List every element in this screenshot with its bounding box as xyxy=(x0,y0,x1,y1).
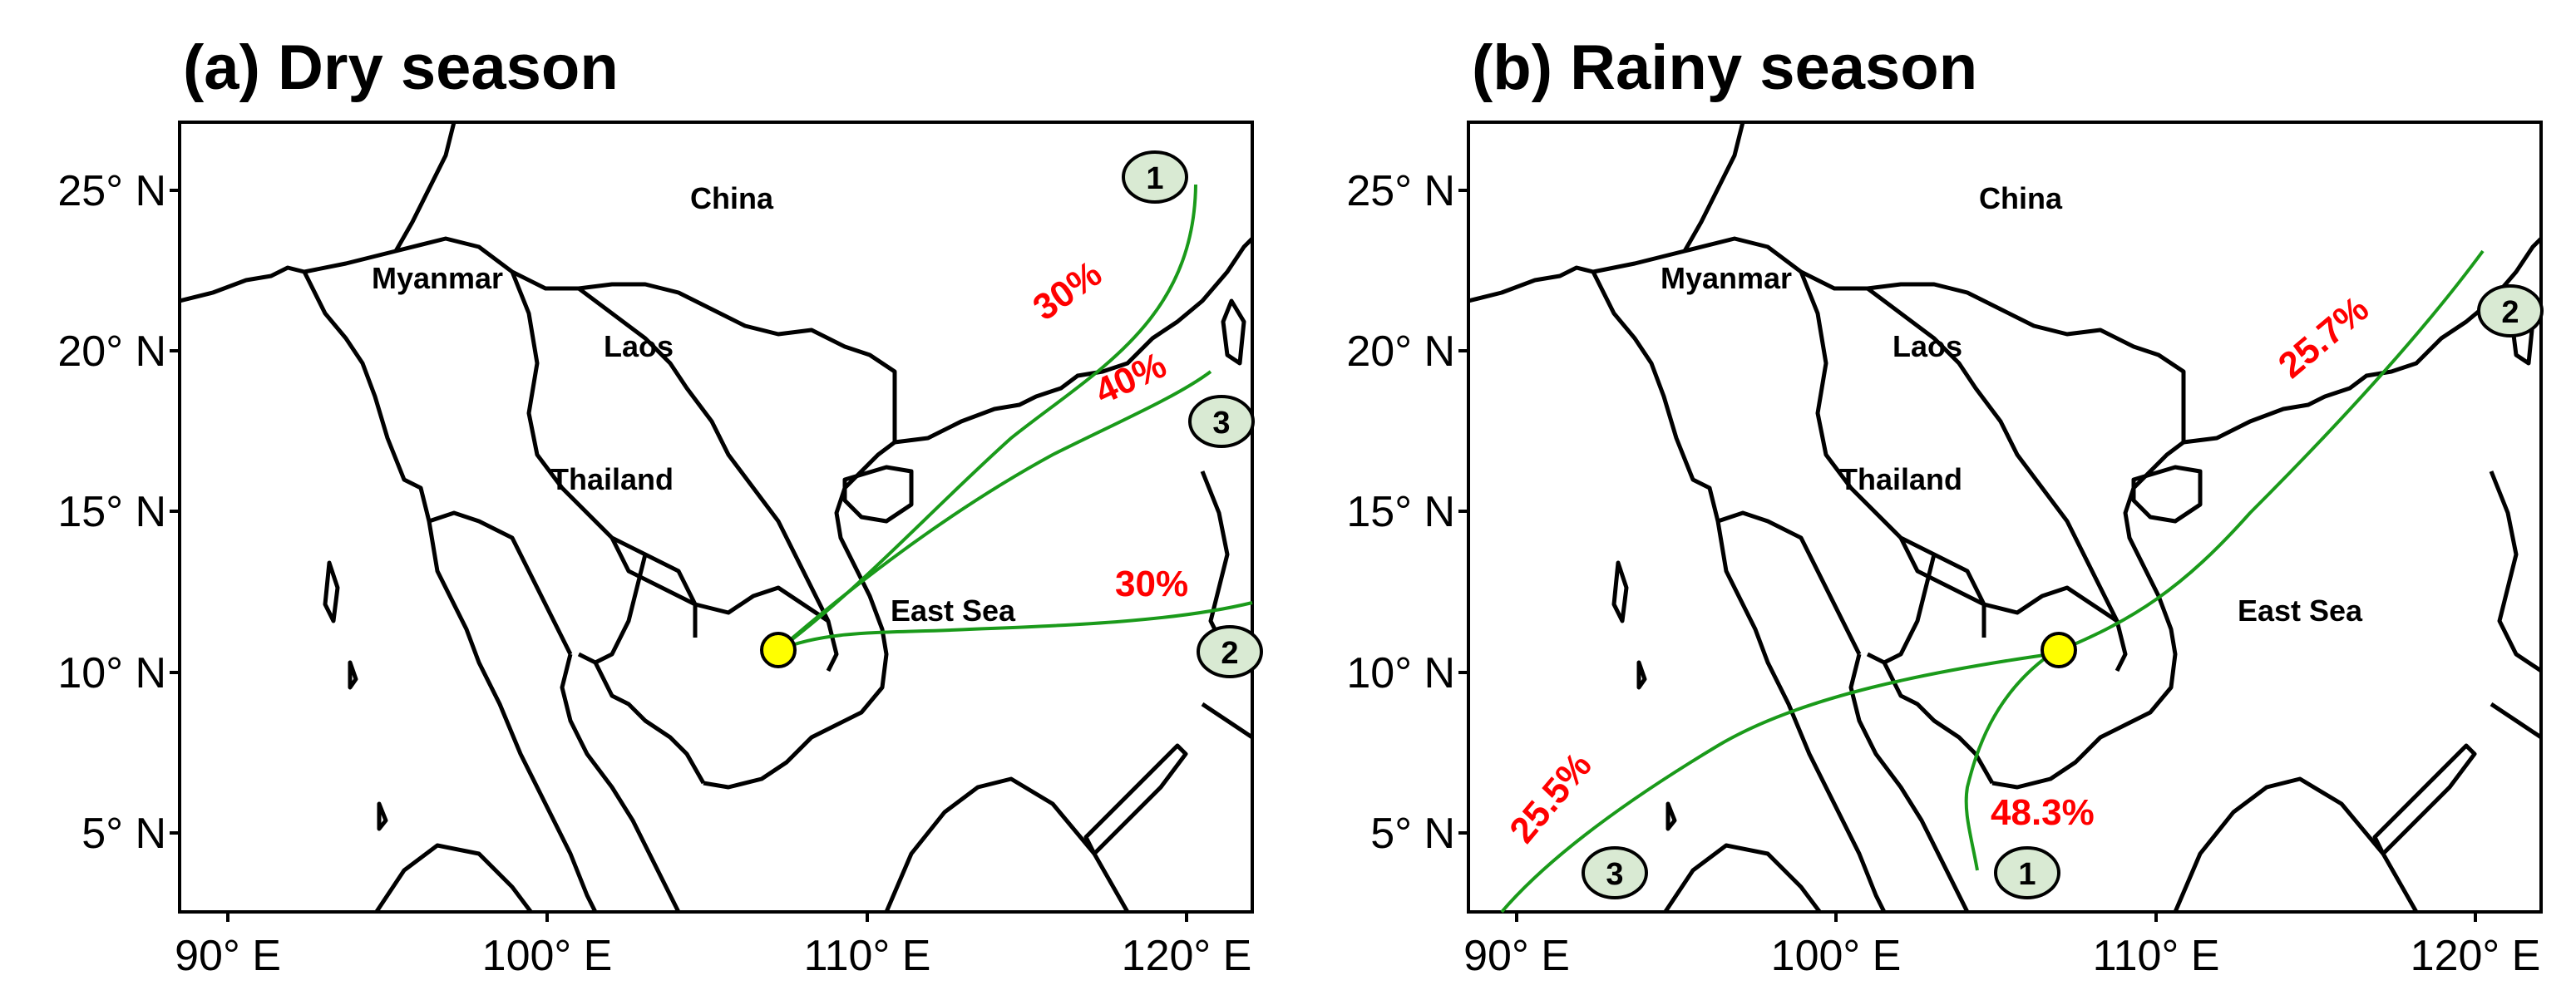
y-tick-label: 25° N xyxy=(1346,167,1455,215)
route-2-percent: 25.7% xyxy=(2271,288,2376,387)
x-tick-label: 100° E xyxy=(1771,932,1902,980)
route-line-2 xyxy=(2050,249,2485,656)
country-label-thailand: Thailand xyxy=(1839,462,1962,496)
country-label-myanmar: Myanmar xyxy=(372,261,503,295)
y-tick-label: 20° N xyxy=(1346,328,1455,376)
route-badge-label: 2 xyxy=(2501,295,2519,330)
country-label-china: China xyxy=(1979,181,2063,215)
route-badge: 2 xyxy=(1197,625,1263,678)
panel-a-routes xyxy=(777,184,1253,652)
sea-label-east-sea: East Sea xyxy=(2238,594,2363,628)
x-tick-label: 100° E xyxy=(482,932,613,980)
panel-a-frame xyxy=(178,121,1254,914)
panel-b-routes xyxy=(1500,249,2485,914)
y-tick-label: 25° N xyxy=(57,167,166,215)
panel-a-x-ticks: 90° E 100° E 110° E 120° E xyxy=(175,932,1251,980)
route-badge: 2 xyxy=(2477,284,2544,337)
country-label-thailand: Thailand xyxy=(550,462,674,496)
panel-a-landmass xyxy=(180,122,1252,920)
y-tick-label: 15° N xyxy=(1346,488,1455,536)
route-1-percent: 30% xyxy=(1026,254,1109,329)
origin-marker xyxy=(760,632,797,668)
panel-b-y-ticks: 25° N 20° N 15° N 10° N 5° N xyxy=(1346,167,1455,858)
x-tick-label: 110° E xyxy=(804,932,931,980)
route-badge-label: 1 xyxy=(2018,857,2036,892)
route-1-percent: 48.3% xyxy=(1991,792,2095,833)
sea-label-east-sea: East Sea xyxy=(891,594,1016,628)
route-badge: 1 xyxy=(1994,846,2060,899)
panel-a-y-ticks: 25° N 20° N 15° N 10° N 5° N xyxy=(57,167,166,858)
y-tick-label: 20° N xyxy=(57,328,166,376)
route-badge-label: 2 xyxy=(1221,636,1238,671)
country-label-laos: Laos xyxy=(604,329,674,363)
y-tick-label: 10° N xyxy=(57,649,166,697)
y-tick-label: 5° N xyxy=(81,810,166,858)
x-tick-label: 90° E xyxy=(175,932,281,980)
panel-a-title: (a) Dry season xyxy=(183,32,619,103)
x-tick-label: 120° E xyxy=(2411,932,2541,980)
route-badge-label: 1 xyxy=(1146,161,1163,196)
y-tick-label: 15° N xyxy=(57,488,166,536)
country-label-myanmar: Myanmar xyxy=(1661,261,1792,295)
route-line-2 xyxy=(777,601,1253,652)
route-line-3 xyxy=(777,370,1212,652)
route-badge: 3 xyxy=(1582,846,1648,899)
route-badge: 1 xyxy=(1122,150,1188,204)
country-label-laos: Laos xyxy=(1893,329,1962,363)
panel-a: 25° N 20° N 15° N 10° N 5° N 90° E 100° … xyxy=(57,121,1263,980)
origin-marker xyxy=(2041,632,2077,668)
route-badge-label: 3 xyxy=(1606,857,1623,892)
y-tick-label: 10° N xyxy=(1346,649,1455,697)
panel-b-x-ticks: 90° E 100° E 110° E 120° E xyxy=(1463,932,2540,980)
panel-b: 25° N 20° N 15° N 10° N 5° N 90° E 100° … xyxy=(1346,121,2544,980)
x-tick-label: 120° E xyxy=(1122,932,1252,980)
route-badge-label: 3 xyxy=(1212,406,1230,441)
panel-b-frame xyxy=(1467,121,2543,914)
route-2-percent: 30% xyxy=(1115,564,1188,604)
x-tick-label: 90° E xyxy=(1463,932,1570,980)
route-line-1 xyxy=(1964,653,2052,871)
route-line-3 xyxy=(1500,653,2051,914)
y-tick-label: 5° N xyxy=(1370,810,1455,858)
route-badge: 3 xyxy=(1188,395,1255,448)
x-tick-label: 110° E xyxy=(2093,932,2220,980)
panel-b-title: (b) Rainy season xyxy=(1472,32,1978,103)
country-label-china: China xyxy=(690,181,774,215)
